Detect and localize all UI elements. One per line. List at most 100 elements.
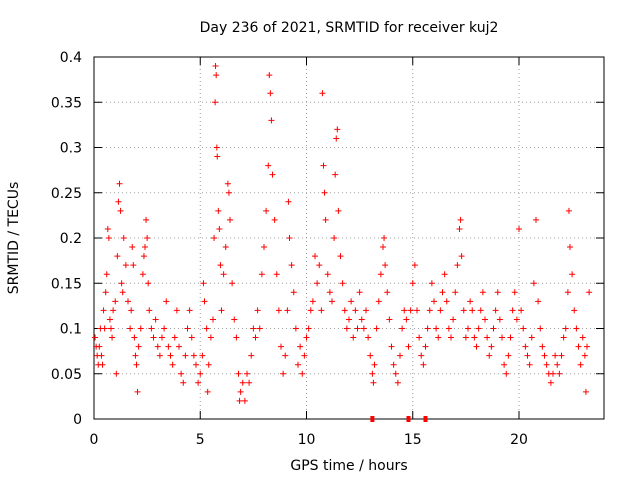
data-point: [439, 289, 446, 296]
y-tick-label: 0.2: [60, 231, 82, 247]
data-point: [490, 325, 497, 332]
data-point: [227, 216, 233, 223]
data-point: [113, 370, 120, 377]
data-point: [119, 289, 126, 296]
data-point: [352, 307, 359, 314]
data-point: [581, 352, 588, 359]
data-point: [217, 262, 224, 269]
data-point: [403, 316, 410, 323]
data-point: [537, 325, 544, 332]
data-point: [484, 334, 491, 341]
data-point: [456, 225, 463, 232]
data-point: [267, 90, 274, 97]
data-point: [212, 63, 219, 70]
data-point: [535, 298, 542, 305]
data-point: [494, 289, 501, 296]
data-point: [137, 325, 144, 332]
data-point: [397, 352, 403, 359]
data-point: [571, 307, 578, 314]
data-point: [106, 316, 113, 323]
data-point: [426, 307, 433, 314]
data-point: [231, 316, 238, 323]
data-point: [524, 352, 531, 359]
y-tick-label: 0.25: [51, 186, 82, 202]
data-point: [132, 352, 139, 359]
data-point: [386, 316, 393, 323]
data-point: [237, 388, 244, 395]
chart-title: Day 236 of 2021, SRMTID for receiver kuj…: [200, 20, 499, 36]
data-point: [505, 352, 512, 359]
data-point: [184, 325, 191, 332]
data-point: [520, 325, 527, 332]
data-point: [266, 72, 273, 79]
data-point: [233, 334, 240, 341]
data-point: [301, 352, 308, 359]
data-point: [129, 244, 136, 251]
data-point: [105, 235, 112, 241]
data-point: [360, 325, 367, 332]
zero-markers: [370, 416, 428, 422]
data-point: [319, 90, 326, 97]
data-point: [205, 361, 212, 368]
data-point: [409, 280, 416, 287]
data-point: [331, 235, 338, 241]
data-point: [496, 316, 503, 323]
data-point: [577, 361, 584, 368]
data-point: [539, 343, 546, 350]
data-point: [271, 216, 278, 223]
data-point: [365, 334, 372, 341]
data-point: [178, 370, 185, 377]
data-point: [110, 307, 117, 314]
x-tick-label: 5: [196, 432, 205, 448]
x-tick-label: 15: [404, 432, 422, 448]
data-point: [407, 307, 414, 314]
data-point: [252, 334, 259, 341]
data-point: [163, 298, 170, 305]
data-point: [222, 244, 229, 251]
data-point: [176, 343, 182, 350]
data-point: [303, 334, 310, 341]
data-point: [161, 325, 168, 332]
data-point: [471, 334, 478, 341]
data-point: [377, 271, 384, 278]
data-point: [414, 307, 420, 314]
data-point: [380, 244, 386, 251]
data-point: [458, 253, 465, 260]
data-point: [200, 280, 207, 287]
data-point: [135, 343, 142, 350]
data-point: [522, 343, 529, 350]
data-point: [375, 298, 382, 305]
data-point: [143, 216, 150, 223]
data-point: [382, 262, 389, 269]
data-point: [309, 298, 316, 305]
data-point: [146, 307, 153, 314]
data-point: [199, 352, 206, 359]
data-point: [112, 298, 119, 305]
data-point: [173, 307, 180, 314]
data-point: [394, 379, 401, 386]
data-point: [367, 352, 374, 359]
data-point: [258, 271, 265, 278]
data-point: [92, 334, 99, 341]
data-point: [392, 370, 399, 377]
data-point: [250, 325, 257, 332]
data-point: [210, 316, 216, 323]
data-point: [115, 198, 122, 205]
data-point: [190, 352, 197, 359]
data-point: [460, 307, 467, 314]
data-point: [321, 189, 328, 196]
data-point: [134, 388, 141, 395]
data-point: [100, 307, 107, 314]
data-point: [295, 361, 301, 368]
data-point: [431, 298, 437, 305]
data-point: [186, 307, 193, 314]
data-point: [307, 307, 314, 314]
data-point: [159, 334, 165, 341]
data-point: [499, 334, 505, 341]
data-point: [140, 253, 147, 260]
data-point: [528, 334, 535, 341]
data-point: [501, 361, 508, 368]
data-point: [424, 325, 431, 332]
data-point: [218, 307, 225, 314]
data-point: [564, 289, 571, 296]
